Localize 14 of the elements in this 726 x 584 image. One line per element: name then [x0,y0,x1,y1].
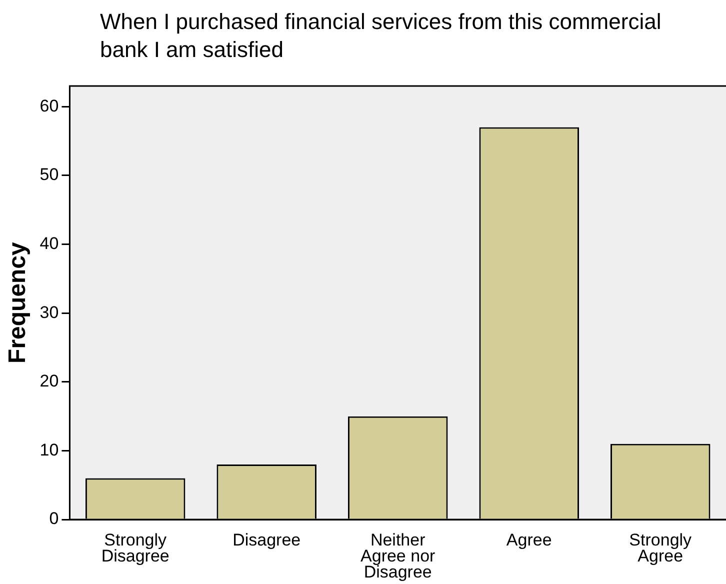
x-tick-label: Disagree [232,530,301,550]
y-tick-label: 0 [49,509,59,528]
x-tick-label: Strongly Disagree [101,530,170,566]
x-tick-label: Strongly Agree [629,530,692,566]
x-tick-label: Agree [506,530,552,550]
y-tick-label: 20 [40,372,59,391]
chart-title: When I purchased financial services from this commercial bank I am satisfied [100,8,662,64]
y-tick-label: 40 [40,234,59,253]
y-axis-title: Frequency [4,241,32,364]
x-tick-label: Neither Agree nor Disagree [360,530,436,582]
y-tick-label: 30 [40,302,59,322]
y-tick-label: 50 [40,165,59,184]
y-tick-label: 10 [40,440,59,460]
y-tick-label: 60 [40,96,59,116]
